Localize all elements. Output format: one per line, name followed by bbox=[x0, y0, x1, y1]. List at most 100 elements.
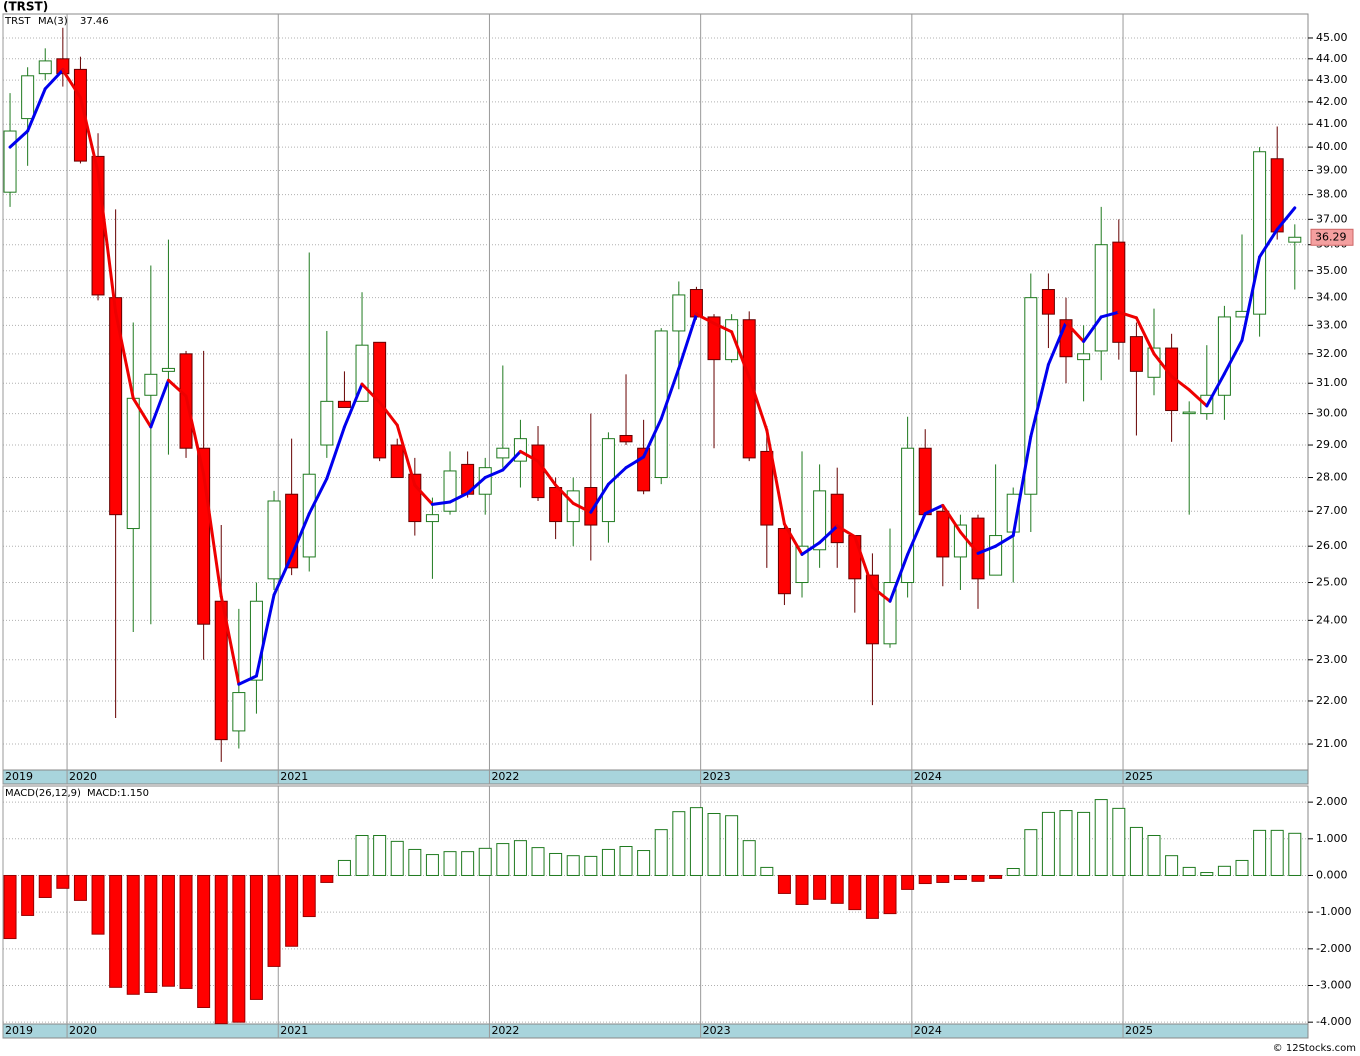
ma-segment bbox=[61, 68, 82, 99]
macd-bar bbox=[1165, 855, 1179, 876]
candle-body bbox=[936, 510, 950, 558]
y-tick-label: 32.00 bbox=[1316, 347, 1348, 360]
ma-segment bbox=[677, 312, 698, 370]
ma-segment bbox=[941, 503, 962, 534]
macd-bar bbox=[232, 874, 246, 1023]
y-tick-label: 40.00 bbox=[1316, 140, 1348, 153]
candle-body bbox=[795, 545, 809, 584]
macd-bar bbox=[496, 843, 510, 876]
ma-segment bbox=[818, 524, 839, 545]
candle-body bbox=[56, 58, 70, 75]
macd-bar bbox=[1235, 859, 1249, 876]
ma-segment bbox=[114, 310, 135, 400]
macd-bar bbox=[689, 807, 703, 876]
x-tick-label: 2020 bbox=[69, 1024, 97, 1037]
y-tick-label: 31.00 bbox=[1316, 376, 1348, 389]
y-tick-label: -3.000 bbox=[1316, 978, 1351, 991]
ma-segment bbox=[888, 552, 910, 603]
candle-body bbox=[918, 447, 932, 516]
x-tick-label: 2023 bbox=[703, 1024, 731, 1037]
candle-body bbox=[267, 500, 281, 580]
macd-bar bbox=[1024, 829, 1038, 876]
macd-bar bbox=[1077, 811, 1091, 876]
macd-bar bbox=[109, 874, 123, 988]
y-tick-label: 37.00 bbox=[1316, 212, 1348, 225]
candle-body bbox=[38, 60, 52, 75]
ma-segment bbox=[395, 423, 417, 487]
candle-body bbox=[161, 367, 175, 372]
x-tick-label: 2024 bbox=[914, 1024, 942, 1037]
x-tick-label: 2024 bbox=[914, 770, 942, 783]
ma-segment bbox=[483, 468, 505, 480]
macd-bar bbox=[830, 874, 844, 904]
x-tick-label: 2019 bbox=[5, 770, 33, 783]
macd-bar bbox=[725, 815, 739, 876]
ma-segment bbox=[782, 522, 804, 556]
candle-body bbox=[1270, 158, 1284, 233]
ma-segment bbox=[96, 170, 118, 314]
macd-bar bbox=[531, 847, 545, 876]
macd-bar bbox=[1253, 829, 1267, 876]
x-tick-label: 2022 bbox=[491, 770, 519, 783]
candle-body bbox=[232, 692, 246, 732]
ma-segment bbox=[448, 491, 470, 504]
macd-bar bbox=[3, 874, 17, 940]
ma-segment bbox=[571, 501, 593, 514]
ma-segment bbox=[202, 472, 223, 598]
macd-bar bbox=[337, 859, 351, 876]
macd-bar bbox=[707, 813, 721, 876]
candle-body bbox=[425, 514, 439, 523]
x-axis-strip bbox=[2, 1023, 1309, 1039]
ma-segment bbox=[624, 455, 646, 470]
candle-body bbox=[1129, 336, 1143, 372]
candle-body bbox=[249, 600, 263, 681]
candle-body bbox=[549, 487, 563, 523]
candle-body bbox=[865, 574, 879, 645]
x-tick-label: 2023 bbox=[703, 770, 731, 783]
ma-segment bbox=[466, 476, 487, 495]
y-tick-label: 42.00 bbox=[1316, 95, 1348, 108]
candle-body bbox=[3, 130, 17, 193]
ma-segment bbox=[659, 366, 681, 421]
macd-bar bbox=[179, 874, 193, 989]
ma-segment bbox=[131, 396, 153, 429]
macd-bar bbox=[91, 874, 105, 935]
ma-segment bbox=[554, 483, 575, 505]
macd-bar bbox=[513, 840, 527, 876]
ma-segment bbox=[413, 483, 434, 506]
legend-title: MACD(26,12,9) bbox=[5, 788, 81, 799]
macd-bar bbox=[971, 874, 985, 882]
ma-segment bbox=[43, 68, 65, 91]
macd-bar bbox=[672, 811, 686, 876]
ma-segment bbox=[1082, 315, 1103, 343]
macd-bar bbox=[285, 874, 299, 947]
y-tick-label: 33.00 bbox=[1316, 318, 1348, 331]
candle-body bbox=[126, 397, 140, 530]
ma-segment bbox=[906, 512, 927, 556]
x-tick-label: 2022 bbox=[491, 1024, 519, 1037]
x-tick-label: 2021 bbox=[280, 1024, 308, 1037]
ma-segment bbox=[307, 477, 329, 516]
ma-segment bbox=[219, 594, 241, 686]
macd-bar bbox=[1147, 835, 1161, 876]
y-tick-label: -2.000 bbox=[1316, 942, 1351, 955]
macd-bar bbox=[619, 846, 633, 876]
legend-ma-value: 37.46 bbox=[80, 16, 109, 27]
ma-segment bbox=[976, 544, 998, 555]
ma-segment bbox=[290, 512, 311, 558]
ma-segment bbox=[730, 330, 751, 379]
price-tag bbox=[1310, 228, 1354, 246]
macd-bar bbox=[197, 874, 211, 1008]
ma-segment bbox=[1240, 255, 1262, 342]
macd-bar bbox=[601, 848, 615, 876]
price-tag-label: 36.29 bbox=[1315, 230, 1347, 243]
chart-title: (TRST) bbox=[3, 0, 48, 14]
ma-segment bbox=[166, 378, 188, 398]
x-tick-label: 2025 bbox=[1125, 1024, 1153, 1037]
ma-segment bbox=[853, 535, 874, 589]
macd-bar bbox=[214, 874, 228, 1025]
macd-bar bbox=[549, 852, 563, 876]
candle-body bbox=[144, 373, 158, 396]
y-tick-label: 27.00 bbox=[1316, 504, 1348, 517]
candle-body bbox=[1253, 151, 1267, 315]
